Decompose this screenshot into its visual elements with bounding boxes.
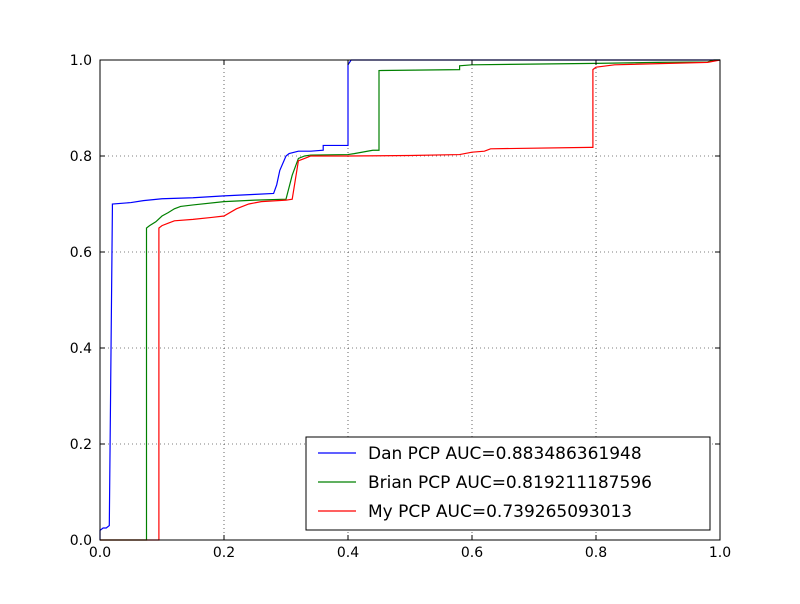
series-layer: [99, 59, 721, 541]
legend-box: [305, 436, 711, 531]
y-tick-label: 0.8: [70, 149, 92, 165]
y-tick-label: 0.4: [70, 341, 92, 357]
y-tick-label: 1.0: [70, 53, 92, 69]
plot-frame: [99, 59, 721, 541]
series-line-2: [100, 59, 721, 541]
y-tick-label: 0.0: [70, 533, 92, 549]
legend-label-2: My PCP AUC=0.739265093013: [368, 502, 632, 522]
y-tick-label: 0.2: [70, 437, 92, 453]
x-tick-label: 0.2: [213, 545, 235, 561]
series-line-1: [100, 59, 720, 541]
x-tick-label: 1.0: [709, 545, 731, 561]
y-tick-label: 0.6: [70, 245, 92, 261]
x-tick-label: 0.4: [337, 545, 359, 561]
series-line-0: [99, 59, 720, 540]
legend-label-1: Brian PCP AUC=0.819211187596: [368, 473, 652, 493]
legend-label-0: Dan PCP AUC=0.883486361948: [368, 444, 642, 464]
x-tick-label: 0.0: [89, 545, 111, 561]
legend: Dan PCP AUC=0.883486361948 Brian PCP AUC=…: [305, 436, 711, 531]
x-tick-label: 0.6: [461, 545, 483, 561]
x-tick-label: 0.8: [585, 545, 607, 561]
axes-layer: 0.0 0.2 0.4 0.6 0.8 1.0 0.0 0.2 0.4 0.6 0.8 1.0: [70, 53, 731, 561]
